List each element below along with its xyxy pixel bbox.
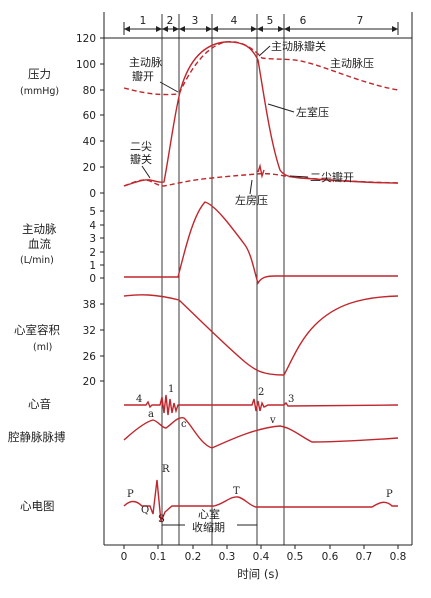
mitral-open-label: 二尖瓣开 bbox=[310, 170, 354, 184]
aortic-pressure-label: 主动脉压 bbox=[330, 56, 374, 70]
sound-mark-2: 2 bbox=[258, 387, 264, 398]
time-tick-0.8: 0.8 bbox=[390, 551, 407, 563]
flow-tick-4: 4 bbox=[89, 220, 96, 232]
time-tick-0.7: 0.7 bbox=[356, 551, 373, 563]
volume-tick-20: 20 bbox=[83, 376, 96, 388]
sound-mark-4: 4 bbox=[136, 394, 142, 405]
pressure-tick-60: 60 bbox=[83, 110, 96, 122]
pressure-tick-0: 0 bbox=[89, 188, 96, 200]
aortic-valve-close-pointer bbox=[258, 45, 271, 57]
systole-label-2: 收缩期 bbox=[192, 520, 225, 534]
volume-curve bbox=[123, 294, 399, 376]
sound-mark-3: 3 bbox=[288, 394, 294, 405]
phase-label-3: 3 bbox=[192, 15, 199, 27]
heart-sounds-label: 心音 bbox=[28, 397, 51, 411]
phase-label-7: 7 bbox=[357, 15, 364, 27]
jugular-mark-v: v bbox=[269, 415, 276, 426]
la-pressure-pointer bbox=[249, 179, 253, 195]
aortic-valve-close-label: 主动脉瓣关 bbox=[271, 39, 326, 53]
jugular-mark-a: a bbox=[148, 409, 154, 420]
volume-unit: (ml) bbox=[33, 342, 52, 353]
ecg-mark-p: P bbox=[127, 489, 134, 500]
ecg-mark-t: T bbox=[233, 486, 240, 497]
aortic-valve-open-label-1: 主动脉 bbox=[129, 55, 162, 69]
aortic-valve-open-label-2: 瓣开 bbox=[132, 69, 154, 83]
mitral-close-pointer bbox=[141, 165, 151, 179]
time-tick-0.5: 0.5 bbox=[287, 551, 304, 563]
aortic-valve-open-pointer bbox=[159, 81, 179, 93]
pressure-label: 压力 bbox=[28, 67, 51, 81]
time-axis-label: 时间 (s) bbox=[237, 567, 279, 581]
volume-label: 心室容积 bbox=[14, 323, 60, 337]
pressure-tick-120: 120 bbox=[76, 33, 96, 45]
aortic-flow-curve bbox=[124, 201, 398, 285]
lv-pressure-curve bbox=[123, 41, 399, 187]
ecg-mark-q: Q bbox=[141, 505, 149, 516]
jugular-pulse-label: 腔静脉脉搏 bbox=[8, 430, 66, 444]
sound-mark-1: 1 bbox=[168, 384, 174, 395]
la-pressure-curve bbox=[123, 172, 399, 187]
pressure-ticks bbox=[100, 37, 104, 194]
pressure-tick-20: 20 bbox=[83, 162, 96, 174]
pressure-tick-40: 40 bbox=[83, 136, 96, 148]
phase-label-1: 1 bbox=[140, 15, 147, 27]
volume-tick-38: 38 bbox=[83, 299, 96, 311]
jugular-mark-c: c bbox=[181, 419, 187, 430]
phase-arrows bbox=[123, 22, 399, 35]
time-tick-0: 0 bbox=[121, 551, 128, 563]
flow-tick-1: 1 bbox=[89, 260, 96, 272]
pressure-notch bbox=[257, 163, 265, 179]
lv-pressure-label: 左室压 bbox=[296, 105, 329, 119]
mitral-open-pointer bbox=[289, 175, 309, 178]
flow-tick-2: 2 bbox=[89, 247, 96, 259]
pressure-tick-80: 80 bbox=[83, 85, 96, 97]
time-tick-0.3: 0.3 bbox=[219, 551, 236, 563]
time-tick-0.1: 0.1 bbox=[150, 551, 167, 563]
phase-label-5: 5 bbox=[267, 15, 274, 27]
volume-ticks bbox=[100, 303, 104, 382]
la-pressure-label: 左房压 bbox=[235, 194, 268, 207]
flow-tick-0: 0 bbox=[89, 273, 96, 285]
ecg-trace bbox=[123, 479, 398, 523]
mitral-close-label-1: 二尖 bbox=[130, 140, 152, 153]
phase-label-4: 4 bbox=[231, 15, 238, 27]
phase-label-6: 6 bbox=[300, 15, 307, 27]
heart-sounds-trace bbox=[124, 394, 399, 416]
time-tick-0.6: 0.6 bbox=[322, 551, 339, 563]
ecg-mark-r: R bbox=[162, 464, 170, 475]
flow-tick-5: 5 bbox=[89, 206, 96, 218]
aortic-flow-unit: (L/min) bbox=[20, 255, 54, 266]
time-tick-0.4: 0.4 bbox=[253, 551, 270, 563]
aortic-flow-label-1: 主动脉 bbox=[22, 222, 57, 236]
volume-tick-26: 26 bbox=[83, 351, 97, 363]
time-axis-ticks bbox=[123, 545, 399, 549]
pressure-unit: (mmHg) bbox=[20, 86, 59, 97]
volume-tick-32: 32 bbox=[83, 325, 96, 337]
pressure-tick-100: 100 bbox=[76, 59, 96, 71]
aortic-flow-ticks bbox=[100, 210, 104, 279]
ecg-mark-s: S bbox=[158, 514, 165, 525]
jugular-pulse-curve bbox=[123, 416, 399, 449]
phase-label-2: 2 bbox=[167, 15, 174, 27]
mitral-close-label-2: 瓣关 bbox=[130, 152, 152, 166]
ecg-label: 心电图 bbox=[20, 499, 55, 513]
ecg-mark-p-next: P bbox=[386, 489, 393, 500]
flow-tick-3: 3 bbox=[89, 233, 96, 245]
lv-pressure-pointer bbox=[267, 103, 295, 113]
aortic-flow-label-2: 血流 bbox=[28, 237, 51, 251]
systole-label-1: 心室 bbox=[198, 507, 220, 521]
time-tick-0.2: 0.2 bbox=[185, 551, 202, 563]
